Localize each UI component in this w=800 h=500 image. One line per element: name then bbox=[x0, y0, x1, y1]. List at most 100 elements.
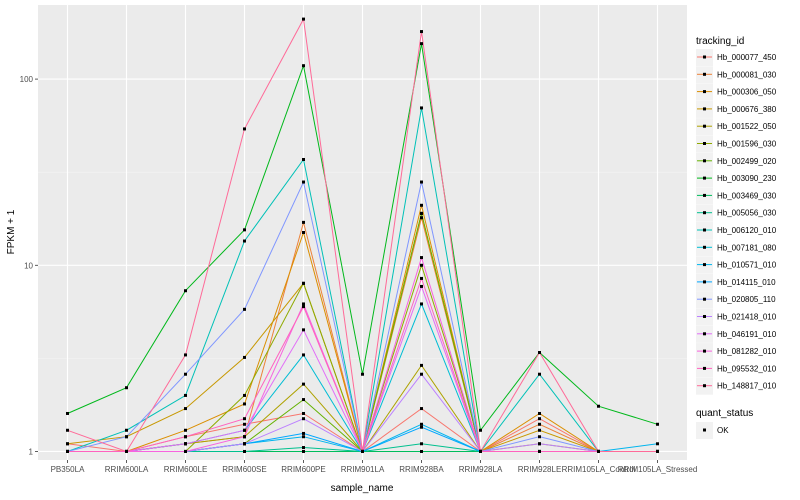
legend: tracking_id Hb_000077_450 Hb_000081_030 Hb… bbox=[696, 36, 777, 439]
x-tick-label: RRIM928BA bbox=[399, 465, 444, 474]
data-point bbox=[656, 442, 659, 446]
data-point bbox=[302, 64, 305, 68]
legend-label: Hb_148817_010 bbox=[717, 382, 777, 391]
data-point bbox=[538, 435, 541, 439]
legend-label: Hb_020805_110 bbox=[717, 295, 776, 304]
legend-key-point bbox=[703, 55, 706, 59]
legend-label: Hb_010571_010 bbox=[717, 261, 777, 270]
data-point bbox=[420, 363, 423, 367]
legend-item: Hb_006120_010 bbox=[696, 222, 777, 239]
legend-key-point bbox=[703, 332, 706, 336]
y-tick-label: 10 bbox=[24, 261, 33, 270]
legend-item: Hb_020805_110 bbox=[696, 291, 776, 309]
x-tick-label: PB350LA bbox=[51, 465, 85, 474]
data-point bbox=[184, 442, 187, 446]
legend-item: Hb_000676_380 bbox=[696, 100, 777, 118]
x-tick-label: RRIM600PE bbox=[281, 465, 325, 474]
data-point bbox=[361, 372, 364, 376]
x-axis-title: sample_name bbox=[331, 483, 394, 494]
data-point bbox=[420, 256, 423, 260]
shape-legend-item: OK bbox=[696, 422, 729, 439]
data-point bbox=[302, 328, 305, 332]
data-point bbox=[302, 411, 305, 415]
data-point bbox=[302, 398, 305, 402]
data-point bbox=[302, 382, 305, 386]
data-point bbox=[125, 386, 128, 390]
y-axis-ticks: 1 10 100 bbox=[20, 75, 38, 456]
data-point bbox=[302, 220, 305, 224]
data-point bbox=[420, 106, 423, 110]
legend-key-point bbox=[703, 228, 706, 232]
legend-label: Hb_046191_010 bbox=[717, 330, 777, 339]
legend-item: Hb_021418_010 bbox=[696, 308, 777, 326]
legend-key-point bbox=[703, 193, 706, 197]
data-point bbox=[538, 449, 541, 453]
data-point bbox=[656, 449, 659, 453]
data-point bbox=[302, 302, 305, 306]
data-point bbox=[420, 425, 423, 429]
legend-key-point bbox=[703, 72, 706, 76]
legend-key-point bbox=[703, 176, 706, 180]
shape-legend-label: OK bbox=[717, 426, 729, 435]
legend-key-point bbox=[703, 107, 706, 111]
data-point bbox=[184, 289, 187, 293]
legend-title: tracking_id bbox=[696, 36, 744, 47]
data-point bbox=[184, 372, 187, 376]
x-tick-label: RRIM105LA_Control bbox=[562, 465, 636, 474]
data-point bbox=[302, 180, 305, 184]
data-point bbox=[66, 449, 69, 453]
data-point bbox=[420, 284, 423, 288]
data-point bbox=[184, 353, 187, 357]
legend-key-point bbox=[703, 366, 706, 370]
data-point bbox=[361, 449, 364, 453]
data-point bbox=[420, 276, 423, 280]
data-point bbox=[125, 428, 128, 432]
data-point bbox=[538, 372, 541, 376]
x-tick-label: RRIM928LA bbox=[459, 465, 503, 474]
data-point bbox=[420, 216, 423, 220]
legend-key-point bbox=[703, 297, 706, 301]
legend-item: Hb_095532_010 bbox=[696, 360, 777, 378]
data-point bbox=[66, 411, 69, 415]
data-point bbox=[420, 422, 423, 426]
legend-key-point bbox=[703, 349, 706, 353]
x-tick-label: RRIM600SE bbox=[222, 465, 266, 474]
data-point bbox=[420, 203, 423, 207]
data-point bbox=[243, 355, 246, 359]
legend-key-point bbox=[703, 159, 706, 163]
data-point bbox=[243, 442, 246, 446]
data-point bbox=[243, 127, 246, 131]
data-point bbox=[597, 404, 600, 408]
data-point bbox=[538, 442, 541, 446]
data-point bbox=[243, 435, 246, 439]
legend-label: Hb_005056_030 bbox=[717, 209, 777, 218]
legend-item: Hb_005056_030 bbox=[696, 204, 777, 222]
data-point bbox=[420, 372, 423, 376]
legend-item: Hb_148817_010 bbox=[696, 377, 777, 395]
legend-item: Hb_000077_450 bbox=[696, 49, 777, 66]
legend-label: Hb_002499_020 bbox=[717, 157, 777, 166]
legend-key-point bbox=[703, 142, 706, 145]
legend-item: Hb_002499_020 bbox=[696, 152, 777, 170]
data-point bbox=[420, 30, 423, 34]
legend-item: Hb_001522_050 bbox=[696, 118, 777, 136]
data-point bbox=[302, 231, 305, 234]
data-point bbox=[656, 422, 659, 426]
data-point bbox=[243, 402, 246, 406]
legend-item: Hb_000306_050 bbox=[696, 83, 777, 101]
legend-item: Hb_046191_010 bbox=[696, 325, 777, 343]
data-point bbox=[420, 42, 423, 46]
x-tick-label: RRIM928LE bbox=[518, 465, 562, 474]
y-tick-label: 100 bbox=[20, 75, 34, 84]
data-point bbox=[420, 449, 423, 453]
data-point bbox=[243, 417, 246, 421]
x-tick-label: RRIM600LA bbox=[105, 465, 149, 474]
shape-legend-title: quant_status bbox=[696, 408, 753, 419]
data-point bbox=[302, 17, 305, 21]
legend-key-point bbox=[703, 263, 706, 267]
data-point bbox=[302, 281, 305, 285]
data-point bbox=[302, 446, 305, 450]
data-point bbox=[479, 428, 482, 432]
legend-label: Hb_000676_380 bbox=[717, 105, 777, 114]
data-point bbox=[302, 431, 305, 435]
